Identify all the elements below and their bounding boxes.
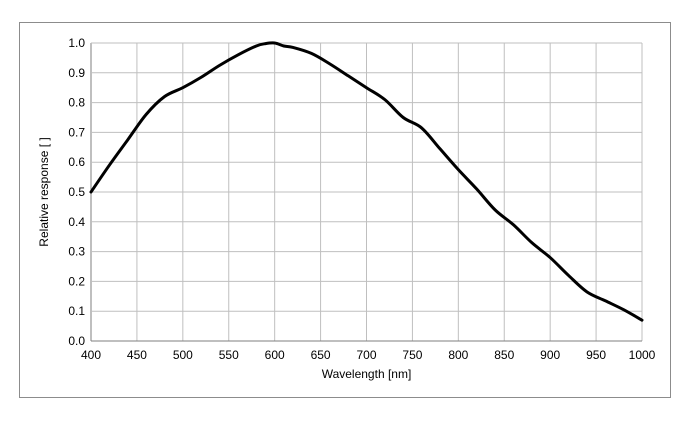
x-tick-label: 700: [356, 348, 376, 362]
y-axis-title: Relative response [ ]: [37, 137, 51, 246]
x-tick-label: 550: [219, 348, 239, 362]
chart-frame: 0.0 0.1 0.2 0.3 0.4 0.5 0.6 0.7 0.8 0.9 1.0 400 450…: [19, 22, 671, 398]
x-axis-title: Wavelength [nm]: [322, 367, 412, 381]
y-tick-label: 0.5: [68, 185, 85, 199]
y-tick-label: 0.1: [68, 304, 85, 318]
x-tick-label: 600: [265, 348, 285, 362]
response-curve: [89, 41, 644, 322]
x-tick-labels: 400 450 500 550 600 650 700 750 800 850 900 950 1000: [81, 348, 656, 362]
y-tick-labels: 0.0 0.1 0.2 0.3 0.4 0.5 0.6 0.7 0.8 0.9 1.0: [68, 36, 85, 348]
y-tick-label: 0.4: [68, 215, 85, 229]
y-tick-label: 1.0: [68, 36, 85, 50]
y-tick-label: 0.7: [68, 125, 85, 139]
x-tick-label: 500: [173, 348, 193, 362]
x-tick-label: 900: [540, 348, 560, 362]
x-tick-label: 750: [402, 348, 422, 362]
x-tick-label: 450: [127, 348, 147, 362]
y-tick-label: 0.0: [68, 334, 85, 348]
y-tick-label: 0.9: [68, 66, 85, 80]
x-tick-label: 950: [586, 348, 606, 362]
y-tick-label: 0.2: [68, 274, 85, 288]
x-tick-label: 1000: [629, 348, 656, 362]
y-tick-label: 0.6: [68, 155, 85, 169]
response-chart: 0.0 0.1 0.2 0.3 0.4 0.5 0.6 0.7 0.8 0.9 1.0 400 450…: [37, 36, 656, 381]
x-tick-label: 650: [311, 348, 331, 362]
y-tick-label: 0.8: [68, 96, 85, 110]
x-tick-label: 850: [494, 348, 514, 362]
grid: [90, 42, 643, 342]
x-tick-label: 400: [81, 348, 101, 362]
y-tick-label: 0.3: [68, 245, 85, 259]
x-tick-label: 800: [448, 348, 468, 362]
